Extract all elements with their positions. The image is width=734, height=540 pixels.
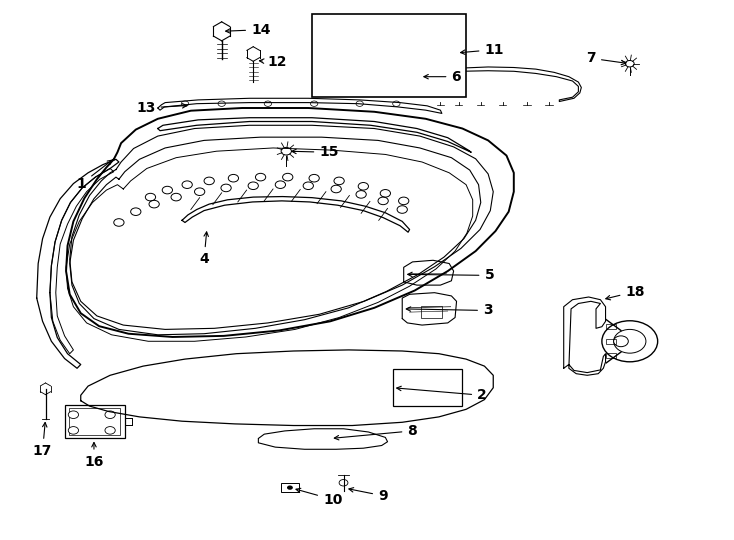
Circle shape xyxy=(105,427,115,434)
Circle shape xyxy=(614,336,628,347)
Text: 2: 2 xyxy=(396,386,487,402)
Circle shape xyxy=(105,411,115,418)
Circle shape xyxy=(602,321,658,362)
Text: 10: 10 xyxy=(296,488,342,507)
Circle shape xyxy=(614,329,646,353)
Bar xyxy=(421,306,442,318)
Circle shape xyxy=(287,485,293,490)
Text: 4: 4 xyxy=(199,232,209,266)
Bar xyxy=(312,14,466,97)
Text: 3: 3 xyxy=(406,303,493,318)
Bar xyxy=(606,339,616,344)
Circle shape xyxy=(281,147,291,155)
Text: 15: 15 xyxy=(291,145,339,159)
Text: 1: 1 xyxy=(77,160,112,191)
Text: 6: 6 xyxy=(424,70,461,84)
Bar xyxy=(65,405,125,438)
Circle shape xyxy=(68,411,79,418)
Circle shape xyxy=(339,480,348,486)
Circle shape xyxy=(68,427,79,434)
Text: 8: 8 xyxy=(334,424,417,440)
Text: 16: 16 xyxy=(84,442,103,469)
Text: 14: 14 xyxy=(225,23,271,37)
Bar xyxy=(606,353,616,358)
Text: 13: 13 xyxy=(137,101,187,115)
Bar xyxy=(393,369,462,406)
Text: 18: 18 xyxy=(606,285,645,300)
Bar xyxy=(69,408,120,435)
Bar xyxy=(606,324,616,329)
Text: 11: 11 xyxy=(460,43,504,57)
Bar xyxy=(399,373,457,403)
Bar xyxy=(281,483,299,492)
Text: 9: 9 xyxy=(349,488,388,503)
Circle shape xyxy=(625,60,634,67)
Text: 12: 12 xyxy=(259,55,288,69)
Text: 7: 7 xyxy=(586,51,626,65)
Text: 17: 17 xyxy=(33,422,52,458)
Text: 5: 5 xyxy=(407,268,494,282)
